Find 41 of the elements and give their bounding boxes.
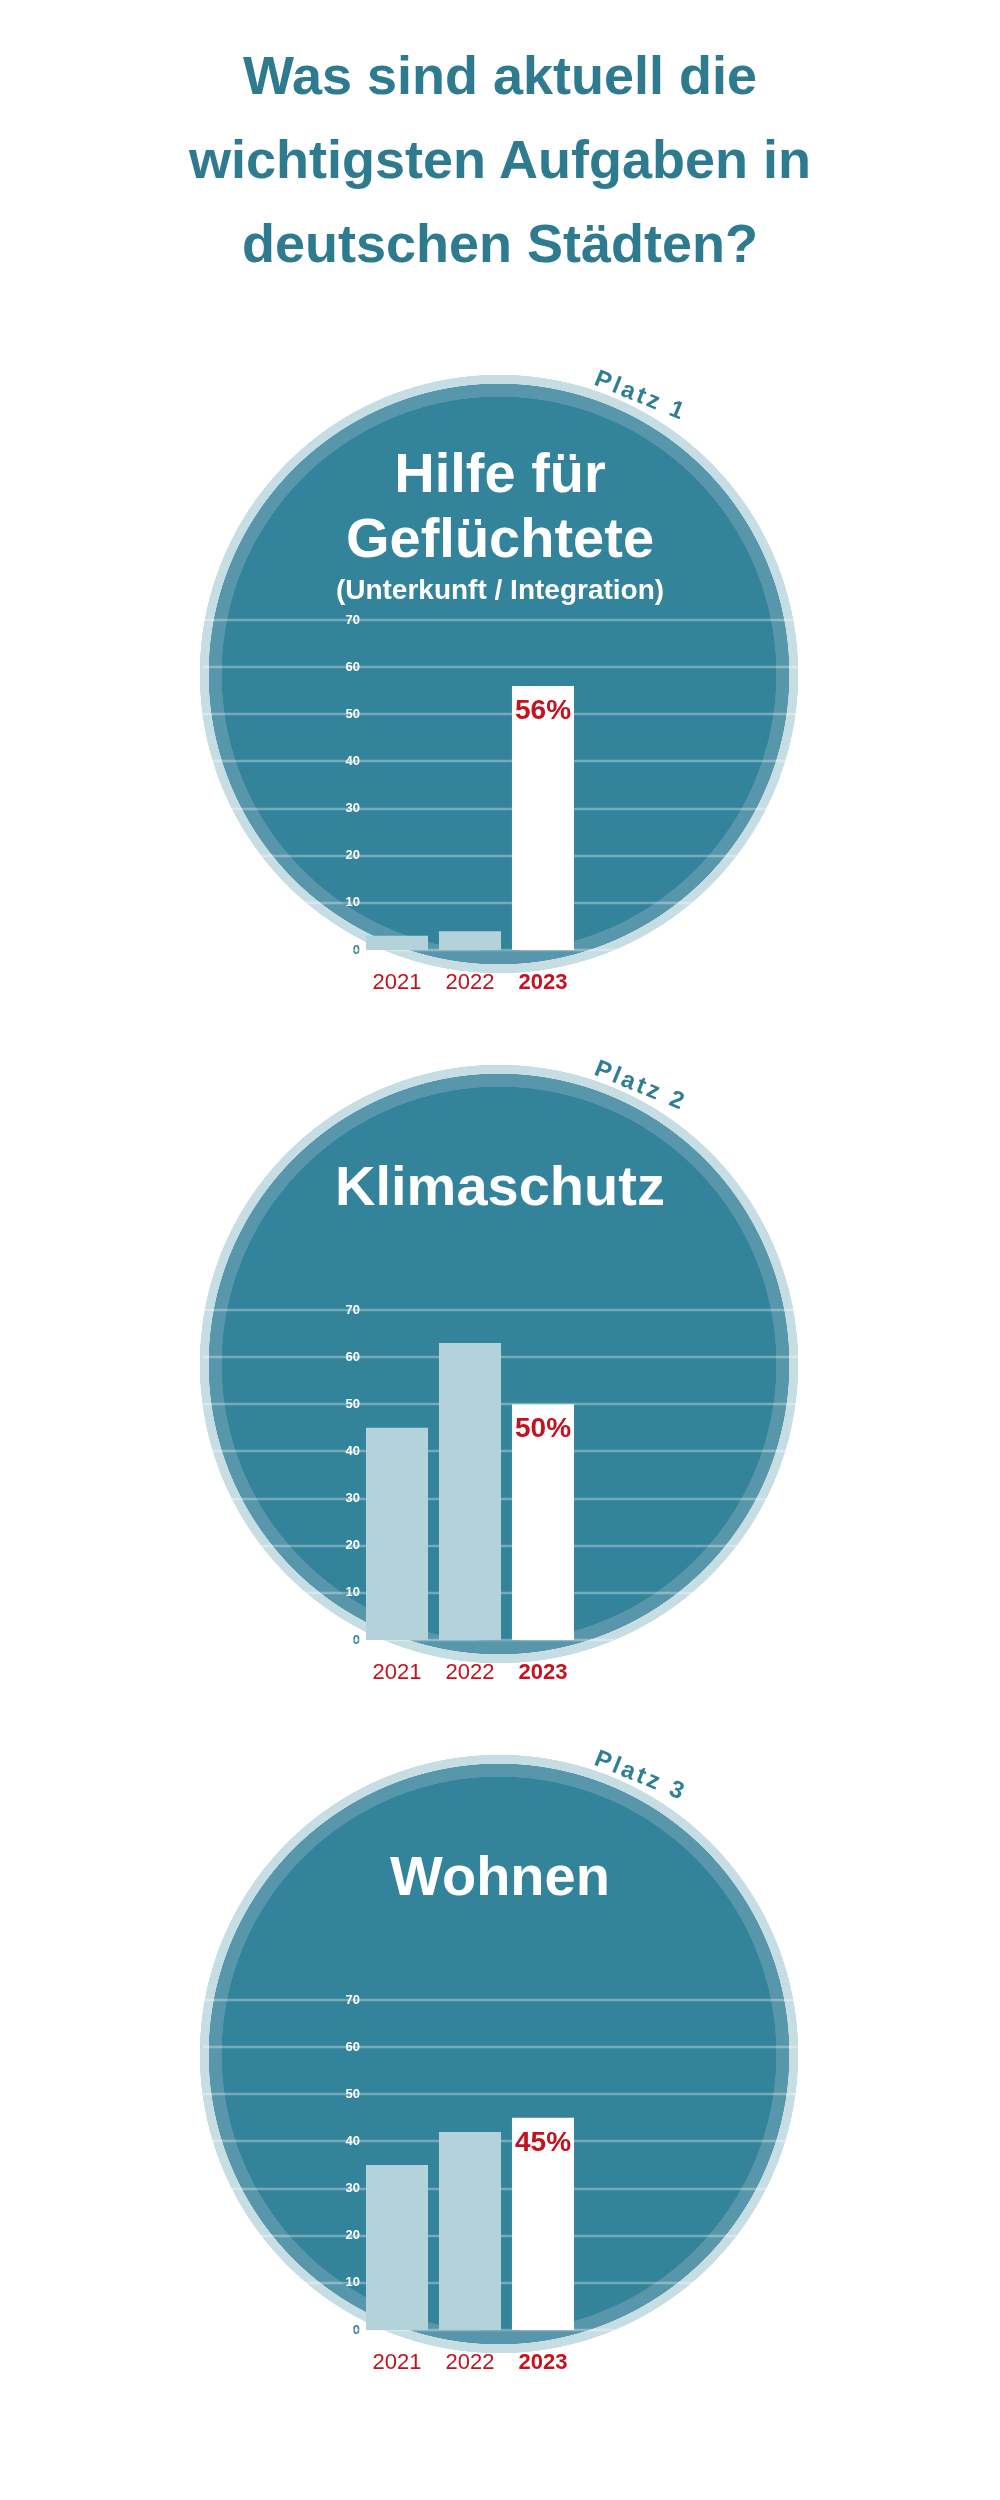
y-tick-label: 0 (352, 941, 360, 957)
y-tick-label: 50 (345, 705, 360, 721)
y-tick-label: 40 (345, 2133, 360, 2149)
y-tick-label: 0 (352, 2321, 360, 2337)
y-tick-label: 10 (345, 1584, 360, 1600)
data-label: 50% (514, 1412, 572, 1443)
x-tick-label: 2023 (518, 969, 568, 995)
y-tick-label: 0 (352, 1631, 360, 1647)
x-tick-label: 2022 (445, 1659, 495, 1685)
x-tick-label: 2021 (372, 2349, 422, 2375)
x-tick-label: 2021 (372, 969, 422, 995)
y-tick-label: 40 (345, 753, 360, 769)
y-tick-label: 60 (345, 1348, 360, 1364)
y-tick-label: 30 (345, 800, 360, 816)
y-tick-label: 30 (345, 1490, 360, 1506)
y-tick-label: 50 (345, 2085, 360, 2101)
y-tick-label: 10 (345, 894, 360, 910)
y-tick-label: 40 (345, 1443, 360, 1459)
y-tick-label: 20 (345, 847, 360, 863)
y-tick-label: 70 (345, 1301, 360, 1317)
y-tick-label: 70 (345, 611, 360, 627)
y-tick-label: 50 (345, 1395, 360, 1411)
x-tick-label: 2023 (518, 1659, 568, 1685)
y-tick-label: 60 (345, 658, 360, 674)
y-tick-label: 20 (345, 2227, 360, 2243)
y-tick-label: 70 (345, 1991, 360, 2007)
chart-title: Klimaschutz (334, 1153, 666, 1218)
x-tick-label: 2022 (445, 969, 495, 995)
data-label: 56% (514, 693, 572, 725)
y-tick-label: 10 (345, 2274, 360, 2290)
x-tick-label: 2023 (518, 2349, 568, 2375)
chart-title: Hilfe für Geflüchtete (344, 440, 656, 570)
y-tick-label: 30 (345, 2180, 360, 2196)
chart-subtitle: (Unterkunft / Integration) (334, 573, 666, 607)
text: Was sind aktuell die wichtigsten Aufgaben in deutschen Städten? (188, 44, 812, 275)
y-tick-label: 20 (345, 1537, 360, 1553)
chart-title: Wohnen (389, 1843, 611, 1908)
data-label: 45% (514, 2125, 572, 2157)
x-tick-label: 2021 (372, 1659, 422, 1685)
x-tick-label: 2022 (445, 2349, 495, 2375)
y-tick-label: 60 (345, 2038, 360, 2054)
